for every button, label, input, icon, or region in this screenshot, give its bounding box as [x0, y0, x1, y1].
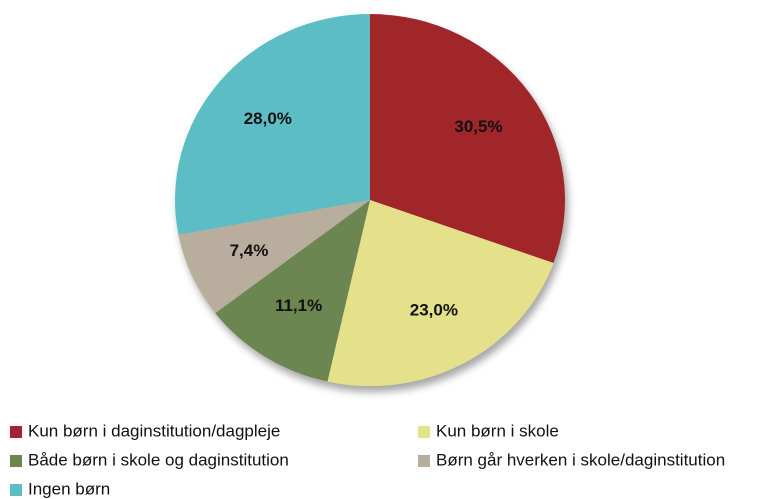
pie-slice — [370, 14, 565, 264]
legend-label: Ingen børn — [28, 479, 110, 498]
legend-swatch — [418, 455, 430, 467]
legend-label: Kun børn i daginstitution/dagpleje — [28, 421, 280, 440]
pie-slice — [178, 200, 370, 314]
legend-label: Kun børn i skole — [436, 421, 559, 440]
data-label: 28,0% — [244, 109, 292, 128]
legend-swatch — [10, 484, 22, 496]
legend-swatch — [10, 426, 22, 438]
legend-label: Både børn i skole og daginstitution — [28, 450, 289, 469]
data-label: 11,1% — [275, 296, 322, 315]
data-label: 23,0% — [410, 300, 458, 319]
pie-slice — [174, 14, 370, 235]
legend-label: Børn går hverken i skole/daginstitution — [436, 450, 725, 469]
legend-swatch — [10, 455, 22, 467]
pie-slice — [215, 200, 370, 382]
pie-slice — [327, 200, 554, 386]
data-label: 30,5% — [454, 117, 502, 136]
legend-swatch — [418, 426, 430, 438]
pie — [174, 14, 565, 386]
data-label: 7,4% — [230, 241, 269, 260]
